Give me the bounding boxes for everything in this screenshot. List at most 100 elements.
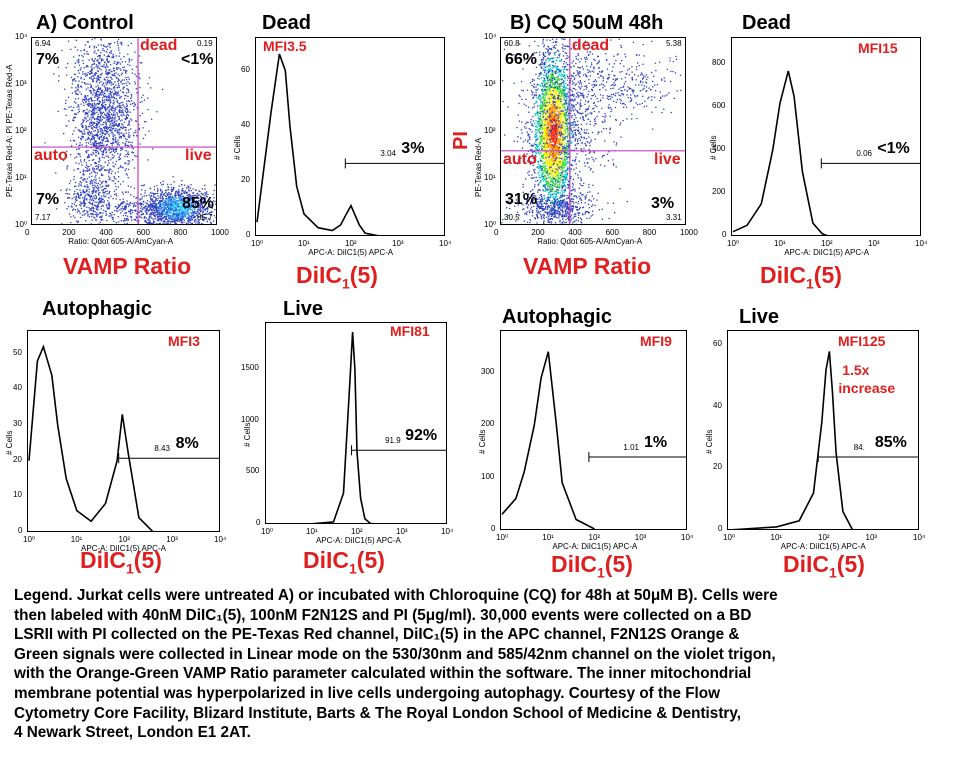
- y-tick-label: 0: [256, 518, 261, 527]
- x-tick-label: 1000: [211, 228, 229, 237]
- quadrant-percent: 66%: [505, 51, 538, 68]
- y-tick-label: 40: [13, 383, 22, 393]
- x-tick-label: 10²: [351, 527, 363, 536]
- y-tick-label: 10¹: [484, 173, 496, 182]
- y-axis-label: # Cells: [478, 429, 487, 454]
- gate-value: 0.06: [856, 149, 872, 159]
- x-tick-label: 10⁴: [439, 239, 452, 248]
- y-tick-label: 200: [712, 187, 726, 197]
- y-tick-label: 0: [718, 524, 723, 533]
- x-axis-label: Ratio: Qdot 605-A/AmCyan-A: [537, 237, 643, 246]
- quadrant-value: 7.17: [35, 213, 51, 222]
- mfi-label: MFI3: [168, 333, 200, 349]
- scatter-b-title: B) CQ 50uM 48h: [510, 12, 664, 34]
- x-axis-label: Ratio: Qdot 605-A/AmCyan-A: [68, 237, 174, 246]
- quadrant-percent: <1%: [181, 51, 214, 68]
- x-tick-label: 10⁴: [915, 239, 928, 248]
- gate-percent: 1%: [643, 434, 668, 451]
- y-tick-label: 10³: [15, 79, 27, 88]
- y-tick-label: 10²: [15, 126, 27, 135]
- y-tick-label: 1000: [241, 414, 259, 424]
- x-tick-label: 200: [62, 228, 76, 237]
- quadrant-value: 5.38: [666, 39, 682, 48]
- hist-svg: [732, 70, 920, 235]
- y-axis-label: # Cells: [5, 430, 14, 456]
- y-axis-label: # Cells: [243, 422, 252, 448]
- y-tick-label: 300: [481, 366, 495, 376]
- mfi-label: MFI9: [640, 333, 672, 349]
- histogram-curve: [732, 351, 853, 529]
- hist-live-a-title: Live: [283, 298, 324, 320]
- x-tick-label: 10³: [634, 533, 647, 542]
- x-axis-label: APC-A: DiIC1(5) APC-A: [552, 542, 638, 551]
- x-tick-label: 10³: [392, 239, 404, 248]
- histogram-curve: [28, 344, 154, 531]
- x-tick-label: 10¹: [306, 527, 318, 536]
- y-tick-label: 10⁰: [15, 220, 28, 229]
- x-tick-label: 10³: [166, 535, 178, 544]
- x-tick-label: 600: [136, 228, 150, 237]
- gate-percent: 8%: [175, 435, 199, 453]
- quadrant-value: 60.8: [504, 39, 520, 48]
- x-axis-label: APC-A: DiIC1(5) APC-A: [315, 536, 401, 545]
- hist-live-b-title: Live: [739, 306, 780, 328]
- mfi-label: MFI125: [838, 333, 886, 349]
- x-tick-label: 10¹: [70, 535, 83, 544]
- y-tick-label: 50: [13, 347, 22, 357]
- x-tick-label: 400: [99, 228, 113, 237]
- hist-auto-a-title: Autophagic: [42, 298, 152, 320]
- scatter-a-plot: [31, 37, 217, 225]
- dil-label-5: DiIC1(5): [551, 551, 633, 581]
- y-tick-label: 10⁴: [484, 32, 497, 41]
- gate-percent: <1%: [877, 140, 910, 158]
- x-tick-label: 10²: [345, 239, 357, 248]
- note-line: 1.5x: [842, 362, 870, 378]
- y-tick-label: 500: [246, 466, 260, 476]
- quadrant-auto-label: auto: [503, 150, 537, 168]
- x-tick-label: 10⁴: [681, 533, 694, 542]
- x-tick-label: 800: [642, 228, 657, 237]
- x-axis-label: APC-A: DiIC1(5) APC-A: [780, 542, 866, 551]
- quadrant-value: 6.94: [35, 39, 51, 48]
- x-tick-label: 10⁴: [913, 533, 926, 542]
- x-tick-label: 1000: [680, 228, 698, 237]
- y-tick-label: 200: [481, 419, 495, 429]
- y-tick-label: 30: [13, 419, 22, 429]
- quadrant-value: 85.7: [197, 213, 213, 222]
- y-tick-label: 10⁴: [15, 32, 28, 41]
- x-tick-label: 10⁰: [496, 533, 509, 542]
- x-tick-label: 10¹: [298, 239, 310, 248]
- legend-line: Green signals were collected in Linear m…: [14, 645, 776, 663]
- x-tick-label: 10⁰: [727, 239, 740, 248]
- scatter-svg: [501, 38, 685, 224]
- dil-label-3: DiIC1(5): [80, 547, 162, 577]
- y-axis-label: # Cells: [233, 135, 242, 161]
- y-tick-label: 20: [13, 454, 22, 464]
- hist-dead-a-title: Dead: [262, 12, 311, 34]
- y-tick-label: 100: [481, 471, 495, 481]
- x-tick-label: 10⁰: [251, 239, 264, 248]
- x-tick-label: 10²: [118, 535, 131, 544]
- gate-percent: 3%: [401, 140, 425, 158]
- y-axis-label: # Cells: [709, 135, 718, 161]
- gate-value: 84.: [853, 443, 865, 452]
- x-tick-label: 10¹: [774, 239, 786, 248]
- y-tick-label: 0: [246, 230, 251, 239]
- hist-svg: [501, 351, 686, 529]
- y-tick-label: 60: [241, 64, 250, 74]
- x-tick-label: 10⁴: [214, 535, 227, 544]
- quadrant-value: 0.19: [197, 39, 213, 48]
- legend-line: Cytometry Core Facility, Blizard Institu…: [14, 704, 741, 722]
- hist-auto-cq: [500, 330, 687, 530]
- y-tick-label: 800: [712, 58, 726, 68]
- histogram-curve: [256, 53, 379, 235]
- x-tick-label: 200: [531, 228, 545, 237]
- hist-svg: [256, 53, 444, 235]
- quadrant-live-label: live: [654, 150, 681, 168]
- quadrant-dead-label: dead: [571, 37, 610, 54]
- y-tick-label: 40: [241, 119, 250, 129]
- x-tick-label: 0: [25, 228, 30, 237]
- hist-auto-b-title: Autophagic: [502, 306, 612, 328]
- y-axis-label: PE-Texas Red-A: [474, 137, 483, 197]
- hist-dead-control: [255, 37, 445, 236]
